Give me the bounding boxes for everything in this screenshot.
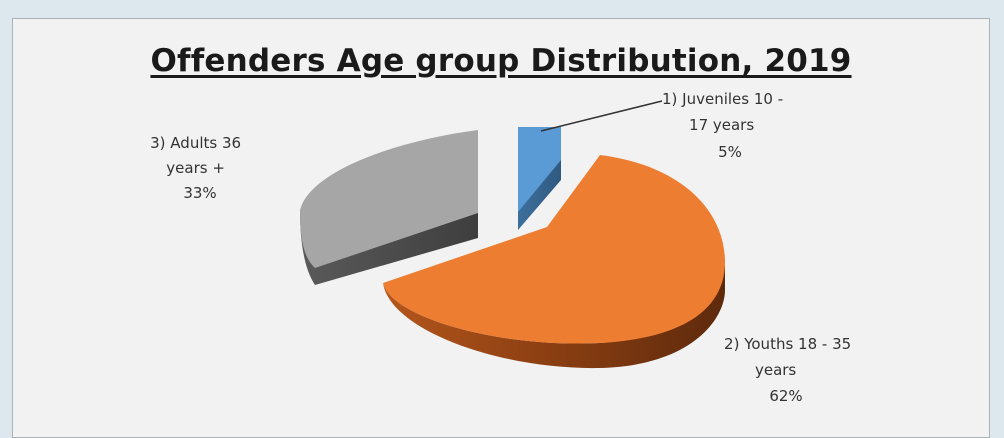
label-adults-value: 33% — [183, 184, 216, 202]
label-juveniles-value: 5% — [718, 143, 742, 161]
label-youths-value: 62% — [769, 387, 802, 405]
label-juveniles: 1) Juveniles 10 - 17 years 5% — [662, 90, 788, 161]
chart-title: Offenders Age group Distribution, 2019 — [150, 43, 852, 79]
slice-youths-side — [383, 265, 725, 369]
pie-chart: 1) Juveniles 10 - 17 years 5% 3) Adults … — [150, 90, 856, 405]
label-adults-line1: 3) Adults 36 — [150, 134, 241, 152]
label-youths-line1: 2) Youths 18 - 35 — [724, 335, 851, 353]
label-juveniles-line1: 1) Juveniles 10 - — [662, 90, 783, 108]
chart-frame: Offenders Age group Distribution, 2019 — [12, 18, 990, 438]
label-juveniles-line2: 17 years — [689, 116, 754, 134]
label-adults-line2: years + — [166, 159, 225, 177]
slice-youths — [383, 155, 725, 344]
label-youths-line2: years — [755, 361, 796, 379]
leader-line-juveniles — [540, 100, 663, 132]
slice-adults — [300, 130, 478, 268]
slice-juveniles — [518, 127, 561, 212]
label-adults: 3) Adults 36 years + 33% — [150, 134, 246, 202]
label-youths: 2) Youths 18 - 35 years 62% — [724, 335, 856, 405]
